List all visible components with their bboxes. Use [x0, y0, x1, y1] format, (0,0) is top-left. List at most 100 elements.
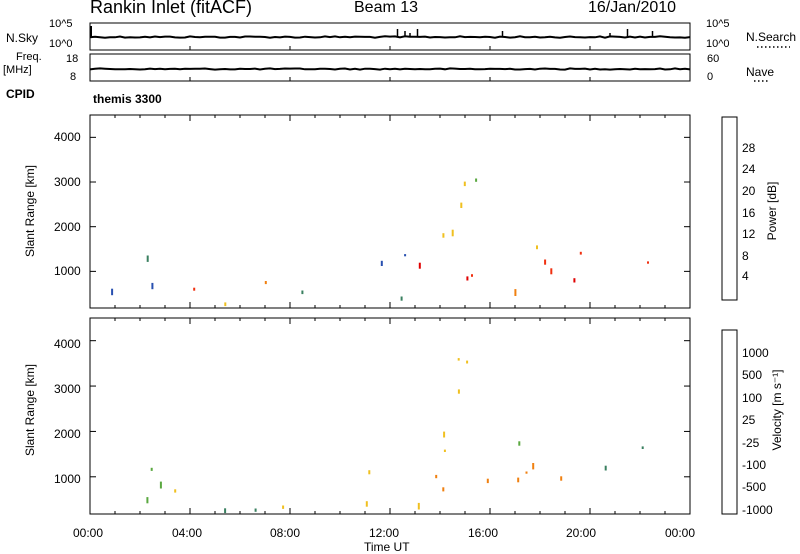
scatter-cell	[560, 476, 563, 481]
date-label: 16/Jan/2010	[588, 0, 677, 16]
scatter-cell	[457, 389, 460, 394]
nave-label: Nave	[746, 65, 775, 79]
nsky-label: N.Sky	[6, 31, 39, 45]
scatter-cell	[466, 276, 469, 281]
scatter-cell	[264, 281, 267, 285]
nsky-tick-top: 10^5	[49, 18, 73, 30]
freq-panel-frame	[89, 53, 691, 82]
scatter-cell	[380, 260, 383, 266]
velocity-ytick-4000: 4000	[54, 337, 81, 351]
power-ytick-3000: 3000	[54, 175, 81, 189]
scatter-cell	[224, 302, 227, 307]
scatter-cell	[404, 254, 407, 257]
scatter-cell	[443, 431, 446, 438]
power-cb-tick-24: 24	[742, 162, 756, 176]
cpid-label: CPID	[6, 87, 35, 101]
station-title: Rankin Inlet (fitACF)	[90, 0, 253, 17]
nsky-tick-bottom: 10^0	[49, 38, 73, 50]
scatter-cell	[146, 255, 149, 262]
power-colorbar-frame	[721, 116, 738, 301]
velocity-cb-tick-m500: -500	[742, 480, 767, 494]
scatter-cell	[111, 288, 114, 296]
power-cb-tick-12: 12	[742, 227, 756, 241]
velocity-ytick-3000: 3000	[54, 382, 81, 396]
power-cb-tick-16: 16	[742, 206, 756, 220]
velocity-scatter	[146, 358, 644, 514]
nsearch-tick-bottom: 10^0	[706, 38, 730, 50]
scatter-cell	[418, 262, 421, 269]
power-panel-frame	[89, 114, 691, 309]
scatter-cell	[579, 251, 582, 255]
velocity-ytick-2000: 2000	[54, 427, 81, 441]
velocity-cb-tick-25: 25	[742, 413, 756, 427]
scatter-cell	[532, 463, 535, 470]
scatter-cell	[224, 508, 227, 514]
scatter-cell	[486, 478, 489, 484]
velocity-ytick-1000: 1000	[54, 472, 81, 486]
scatter-cell	[573, 278, 576, 283]
power-cb-tick-28: 28	[742, 141, 756, 155]
scatter-cell	[282, 505, 285, 509]
scatter-cell	[641, 446, 644, 449]
power-scatter	[111, 178, 649, 307]
scatter-cell	[150, 467, 153, 471]
nave-tick-top: 60	[707, 53, 720, 65]
power-cb-tick-8: 8	[742, 249, 749, 263]
scatter-cell	[151, 282, 154, 290]
xtick-1200: 12:00	[369, 526, 400, 540]
velocity-panel-frame	[89, 317, 691, 515]
scatter-cell	[536, 245, 538, 250]
xtick-0400: 04:00	[172, 526, 203, 540]
xtick-0800: 08:00	[270, 526, 301, 540]
velocity-cb-tick-1000: 1000	[742, 346, 769, 360]
scatter-cell	[475, 178, 478, 182]
scatter-cell	[442, 487, 445, 492]
power-ytick-4000: 4000	[54, 130, 81, 144]
scatter-cell	[442, 233, 445, 238]
slim-panel-ticks	[89, 46, 691, 81]
nsearch-tick-top: 10^5	[706, 18, 730, 30]
scatter-cell	[460, 202, 463, 208]
scatter-cell	[400, 296, 403, 301]
velocity-cb-tick-500: 500	[742, 368, 763, 382]
freq-trace	[89, 67, 691, 71]
velocity-colorbar-frame	[721, 329, 738, 515]
scatter-cell	[368, 470, 371, 475]
scatter-cell	[451, 229, 454, 237]
xtick-1600: 16:00	[468, 526, 499, 540]
power-colorbar	[721, 116, 738, 301]
velocity-cb-tick-m100: -100	[742, 458, 767, 472]
power-cb-tick-4: 4	[742, 269, 749, 283]
freq-label: Freq.	[16, 51, 42, 63]
scatter-cell	[443, 449, 446, 452]
scatter-cell	[193, 287, 196, 291]
scatter-cell	[544, 259, 547, 265]
velocity-axis-ticks	[89, 318, 691, 514]
scatter-cell	[463, 181, 466, 187]
cpid-value: themis 3300	[93, 92, 162, 106]
power-axis-ticks	[89, 115, 691, 308]
nsearch-label: N.Search	[746, 30, 797, 44]
power-cb-tick-20: 20	[742, 184, 756, 198]
nsky-trace	[89, 35, 691, 39]
power-ytick-2000: 2000	[54, 220, 81, 234]
nsky-spikes	[90, 26, 654, 37]
scatter-cell	[146, 497, 149, 504]
freq-tick-bottom: 8	[70, 71, 77, 83]
xtick-2400: 00:00	[665, 526, 696, 540]
freq-tick-top: 18	[66, 53, 79, 65]
scatter-cell	[174, 489, 177, 493]
scatter-cell	[514, 289, 517, 296]
nave-tick-bottom: 0	[707, 71, 714, 83]
scatter-cell	[517, 477, 520, 483]
scatter-cell	[550, 268, 553, 275]
velocity-cb-tick-100: 100	[742, 391, 763, 405]
freq-unit-label: [MHz]	[3, 64, 32, 76]
power-ytick-1000: 1000	[54, 264, 81, 278]
scatter-cell	[604, 465, 607, 471]
scatter-cell	[301, 290, 304, 295]
velocity-cb-tick-m1000: -1000	[742, 503, 773, 517]
xtick-2000: 20:00	[566, 526, 597, 540]
scatter-cell	[525, 471, 528, 474]
